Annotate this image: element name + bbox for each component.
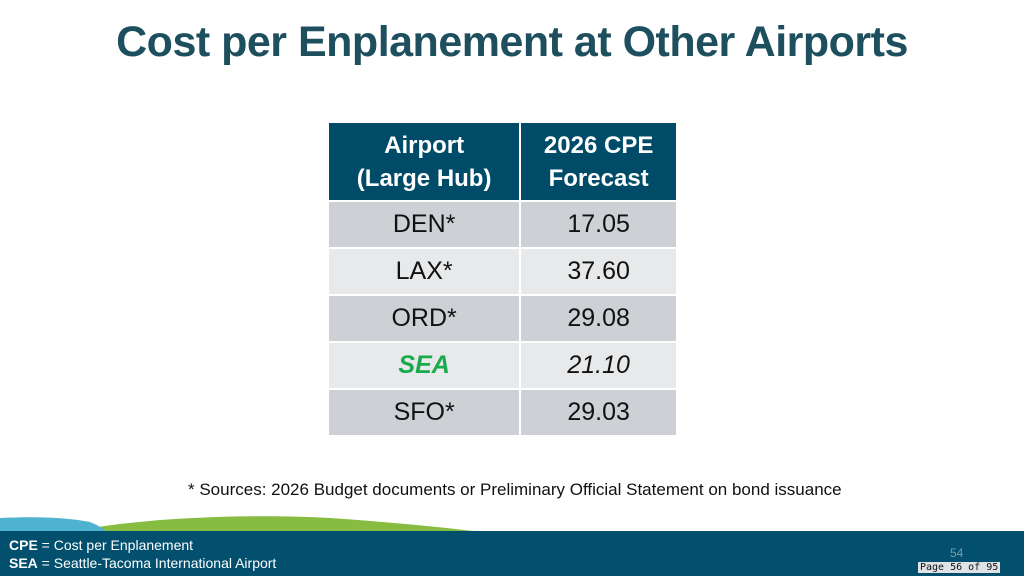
slide-title: Cost per Enplanement at Other Airports bbox=[116, 18, 908, 66]
legend-text: = Cost per Enplanement bbox=[37, 537, 194, 553]
legend-abbr: SEA bbox=[9, 555, 38, 571]
header-line: Airport bbox=[384, 131, 465, 159]
airport-cell: LAX* bbox=[326, 247, 522, 296]
header-line: (Large Hub) bbox=[356, 164, 492, 192]
legend-item: CPE = Cost per Enplanement bbox=[9, 536, 276, 554]
legend-text: = Seattle-Tacoma International Airport bbox=[37, 555, 277, 571]
legend-abbr: CPE bbox=[9, 537, 38, 553]
slide-number: 54 bbox=[950, 546, 964, 560]
cpe-table: Airport (Large Hub) 2026 CPE Forecast DEN*… bbox=[326, 121, 678, 437]
footer-bar bbox=[0, 531, 1024, 576]
header-airport: Airport (Large Hub) bbox=[326, 121, 522, 202]
abbreviation-legend: CPE = Cost per Enplanement SEA = Seattle… bbox=[9, 536, 276, 572]
header-line: 2026 CPE bbox=[543, 131, 654, 159]
header-line: Forecast bbox=[548, 164, 649, 192]
table-header-row: Airport (Large Hub) 2026 CPE Forecast bbox=[326, 121, 678, 202]
table-row: DEN* 17.05 bbox=[326, 200, 678, 249]
table-row-highlight: SEA 21.10 bbox=[326, 341, 678, 390]
legend-item: SEA = Seattle-Tacoma International Airpo… bbox=[9, 554, 276, 572]
footer-swoosh-decoration bbox=[0, 516, 500, 534]
airport-cell: SEA bbox=[326, 341, 522, 390]
page-indicator: Page 56 of 95 bbox=[918, 562, 1001, 573]
table-row: SFO* 29.03 bbox=[326, 388, 678, 437]
header-cpe: 2026 CPE Forecast bbox=[519, 121, 678, 202]
cpe-cell: 17.05 bbox=[519, 200, 678, 249]
airport-cell: SFO* bbox=[326, 388, 522, 437]
airport-cell: DEN* bbox=[326, 200, 522, 249]
airport-cell: ORD* bbox=[326, 294, 522, 343]
cpe-cell: 29.03 bbox=[519, 388, 678, 437]
cpe-cell: 37.60 bbox=[519, 247, 678, 296]
cpe-cell: 21.10 bbox=[519, 341, 678, 390]
table-row: LAX* 37.60 bbox=[326, 247, 678, 296]
table-row: ORD* 29.08 bbox=[326, 294, 678, 343]
footnote: * Sources: 2026 Budget documents or Prel… bbox=[188, 480, 842, 499]
cpe-cell: 29.08 bbox=[519, 294, 678, 343]
